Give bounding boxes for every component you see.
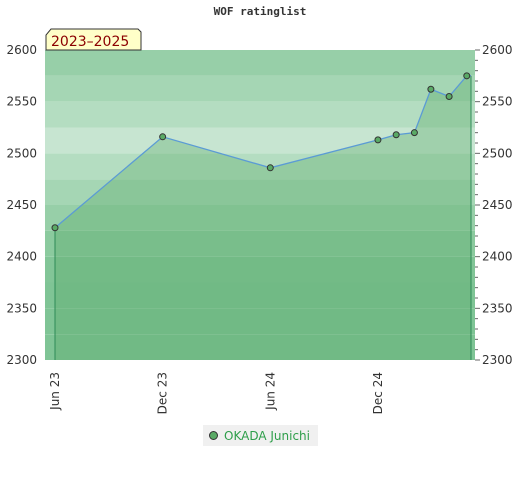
data-point[interactable] [51, 224, 59, 232]
series-area [55, 75, 471, 360]
x-tick-label: Jun 24 [263, 372, 277, 411]
legend-marker [209, 431, 218, 440]
data-point[interactable] [374, 136, 382, 144]
background-bands [45, 50, 475, 360]
y-tick-label-right: 2400 [482, 250, 513, 264]
chart-title: WOF ratinglist [213, 5, 307, 18]
data-point[interactable] [159, 133, 167, 141]
y-tick-label-right: 2350 [482, 301, 513, 315]
y-tick-label-right: 2600 [482, 43, 513, 57]
background-band [45, 230, 475, 257]
marker-layer [51, 72, 471, 232]
background-band [45, 101, 475, 128]
background-band [45, 256, 475, 283]
line-layer [54, 75, 471, 229]
y-tick-label-left: 2500 [6, 146, 37, 160]
legend-series-label: OKADA Junichi [224, 428, 310, 443]
axes-layer: 2300 2300 2350 2350 2400 2400 2450 2450 2500 2500… [6, 43, 512, 414]
background-band [45, 282, 475, 309]
data-point[interactable] [463, 72, 471, 80]
area-layer [54, 75, 472, 360]
data-point[interactable] [445, 93, 453, 100]
background-band [45, 75, 475, 102]
x-tick-label: Dec 23 [156, 372, 170, 414]
y-tick-label-right: 2550 [482, 95, 513, 109]
legend[interactable]: OKADA Junichi [203, 425, 318, 446]
band-bg [45, 127, 475, 154]
period-badge-text: 2023–2025 [51, 34, 129, 50]
data-point[interactable] [427, 85, 435, 93]
background-band [45, 308, 475, 335]
data-point[interactable] [266, 164, 274, 172]
data-point[interactable] [410, 129, 418, 137]
data-point[interactable] [392, 131, 400, 139]
background-band [45, 179, 475, 205]
y-tick-label-left: 2450 [6, 198, 37, 212]
background-band [45, 127, 475, 154]
y-tick-label-right: 2500 [482, 146, 513, 160]
y-tick-label-right: 2300 [482, 353, 513, 367]
y-tick-label-left: 2550 [6, 95, 37, 109]
x-tick-label: Dec 24 [371, 372, 385, 414]
background-band [45, 50, 475, 76]
period-badge: 2023–2025 [45, 28, 142, 51]
series-line [54, 75, 471, 229]
y-tick-label-left: 2400 [6, 250, 37, 264]
x-tick-label: Jun 23 [48, 372, 62, 411]
background-band [45, 205, 475, 231]
y-tick-label-left: 2350 [6, 301, 37, 315]
background-band [45, 334, 475, 360]
y-tick-label-right: 2450 [482, 198, 513, 212]
y-tick-label-left: 2600 [6, 43, 37, 57]
y-tick-label-left: 2300 [6, 353, 37, 367]
